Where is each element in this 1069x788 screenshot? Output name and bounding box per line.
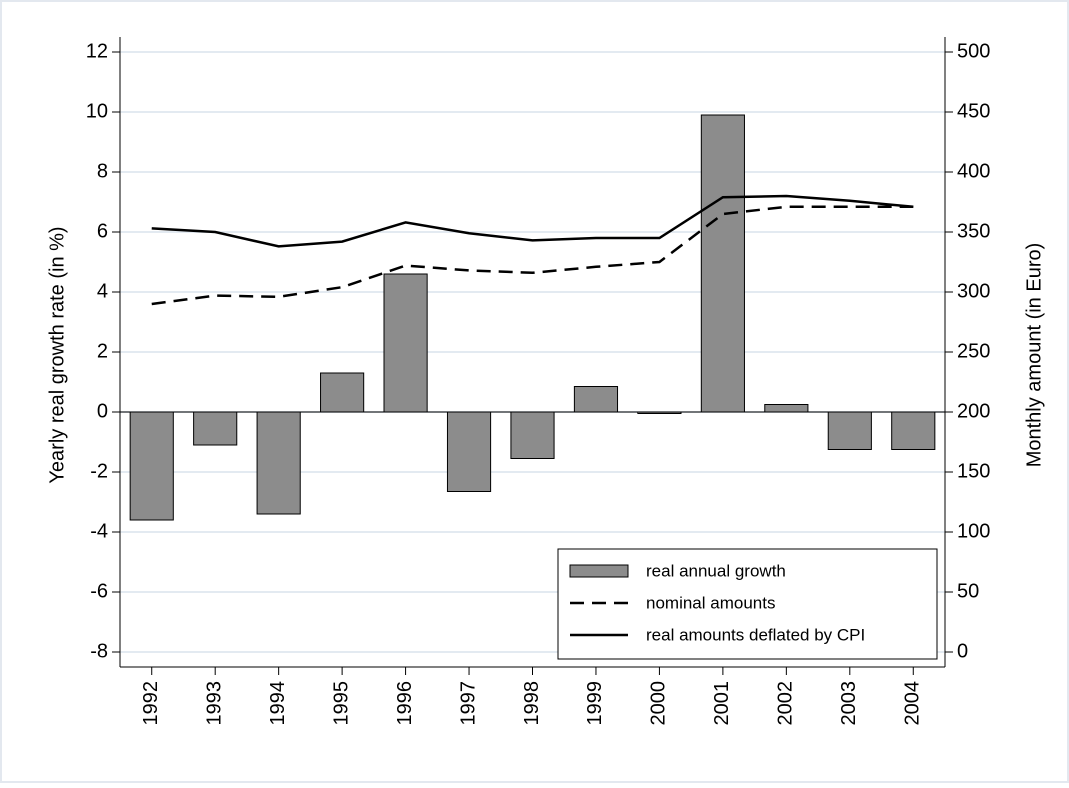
bar (827, 411, 872, 450)
x-tick-label: 2000 (648, 681, 670, 726)
y-tick-label: -2 (90, 460, 108, 482)
y-tick-label: -4 (90, 520, 108, 542)
y2-tick-label: 400 (957, 160, 990, 182)
bar (320, 372, 365, 413)
x-tick-label: 1992 (140, 681, 162, 726)
legend-label: real amounts deflated by CPI (646, 625, 865, 644)
y-tick-label: 2 (97, 340, 108, 362)
x-tick-label: 1993 (203, 681, 225, 726)
y2-tick-label: 0 (957, 640, 968, 662)
bar (256, 411, 301, 515)
bar (446, 411, 492, 492)
bar (764, 404, 809, 413)
bar (383, 273, 428, 413)
y2-tick-label: 150 (957, 460, 990, 482)
y-tick-label: -8 (90, 640, 108, 662)
y2-tick-label: 200 (957, 400, 990, 422)
x-tick-label: 1995 (330, 681, 352, 726)
line (151, 205, 914, 306)
bar (129, 411, 174, 521)
x-tick-label: 1997 (457, 681, 479, 726)
x-tick-label: 1996 (394, 681, 416, 726)
bar (573, 386, 619, 413)
line (151, 194, 914, 248)
y2-tick-label: 350 (957, 220, 990, 242)
y-tick-label: 10 (86, 100, 108, 122)
y2-tick-label: 100 (957, 520, 990, 542)
legend-swatch (569, 564, 629, 578)
x-tick-label: 2003 (838, 681, 860, 726)
x-tick-label: 1994 (267, 681, 289, 726)
y-tick-label: 8 (97, 160, 108, 182)
y2-tick-label: 300 (957, 280, 990, 302)
y-tick-label: 4 (97, 280, 108, 302)
bar (510, 411, 555, 459)
x-tick-label: 2004 (902, 681, 924, 726)
y2-axis-label: Monthly amount (in Euro) (1023, 243, 1045, 468)
y-tick-label: -6 (90, 580, 108, 602)
y2-tick-label: 50 (957, 580, 979, 602)
y-tick-label: 0 (97, 400, 108, 422)
x-tick-label: 1999 (584, 681, 606, 726)
y2-tick-label: 450 (957, 100, 990, 122)
bar (891, 411, 936, 450)
bar (700, 114, 745, 413)
legend-label: nominal amounts (646, 593, 775, 612)
y-tick-label: 6 (97, 220, 108, 242)
y2-tick-label: 500 (957, 40, 990, 62)
x-tick-label: 2001 (711, 681, 733, 726)
y-tick-label: 12 (86, 40, 108, 62)
y2-tick-label: 250 (957, 340, 990, 362)
x-tick-label: 2002 (775, 681, 797, 726)
y-axis-label: Yearly real growth rate (in %) (46, 226, 68, 483)
bar (193, 411, 238, 446)
x-tick-label: 1998 (521, 681, 543, 726)
legend-label: real annual growth (646, 561, 786, 580)
